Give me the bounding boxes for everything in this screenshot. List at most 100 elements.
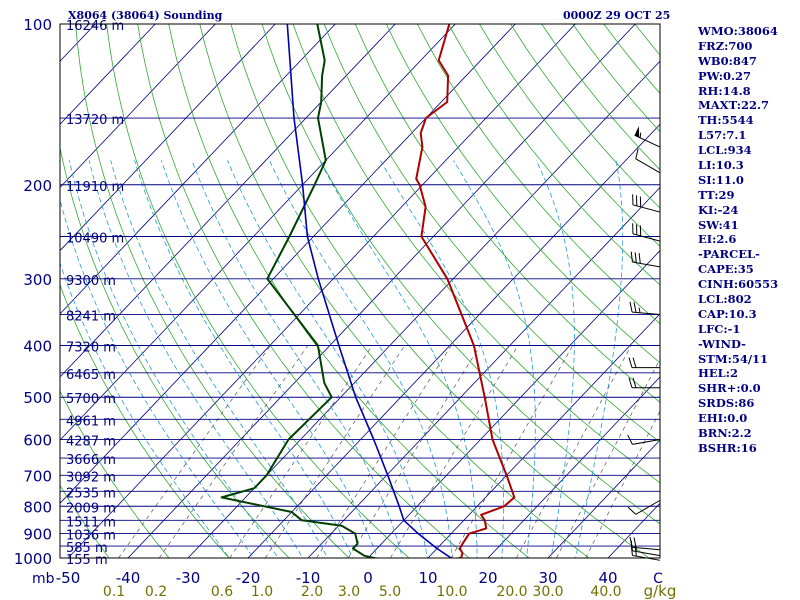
height-label: 10490 m	[66, 231, 124, 246]
wind-barb-feather	[633, 302, 637, 313]
dry-adiabat-line	[230, 24, 650, 558]
wind-barb	[627, 499, 661, 515]
stat-item: -WIND-	[698, 336, 746, 351]
mixing-ratio-line	[264, 345, 405, 558]
wind-barb-feather	[627, 434, 633, 445]
mixing-ratio-tick-label: 40.0	[590, 584, 621, 600]
mixing-ratio-tick-label: 20.0	[496, 584, 527, 600]
height-label: 585 m	[66, 541, 108, 556]
stat-item: STM:54/11	[698, 351, 769, 366]
stat-item: LI:10.3	[698, 158, 744, 173]
isotherm-line	[60, 24, 216, 189]
height-label: 2009 m	[66, 501, 116, 516]
isotherm-line	[487, 376, 660, 558]
pressure-tick-label: 1000	[14, 550, 52, 568]
stat-item: KI:-24	[698, 202, 739, 217]
dry-adiabat-line	[60, 390, 170, 558]
wind-barb-staff	[632, 550, 661, 557]
wind-barb-half-feather	[638, 307, 641, 313]
temperature-tick-label: 0	[363, 569, 373, 587]
height-label: 3666 m	[66, 453, 116, 468]
height-label: 5700 m	[66, 392, 116, 407]
parcel-line	[286, 24, 453, 558]
wind-barb-staff	[635, 158, 661, 174]
stat-item: CAPE:35	[698, 262, 754, 277]
stat-item: LFC:-1	[698, 321, 741, 336]
height-label: 7320 m	[66, 341, 116, 356]
isotherm-line	[60, 24, 336, 315]
mixing-ratio-tick-label: 10.0	[436, 584, 467, 600]
height-label: 9300 m	[66, 274, 116, 289]
wind-barb-staff	[632, 261, 661, 268]
height-label: 4287 m	[66, 435, 116, 450]
isobar-lines	[60, 23, 660, 559]
stat-item: EI:2.6	[698, 232, 737, 247]
temperature-tick-label: -10	[296, 569, 321, 587]
moist-adiabat-line	[88, 160, 304, 558]
wind-barb-staff	[632, 311, 661, 316]
wind-barb	[632, 223, 661, 242]
isotherm-lines	[60, 24, 660, 558]
mixing-ratio-line	[316, 345, 452, 558]
stat-item: PW:0.27	[698, 68, 752, 83]
mixing-ratio-tick-label: 1.0	[251, 584, 273, 600]
wind-barb	[632, 194, 661, 213]
isotherm-line	[60, 24, 456, 441]
wind-barb-feather	[627, 506, 637, 515]
wind-barb-feather	[630, 251, 633, 263]
mixing-ratio-tick-label: 0.1	[103, 584, 125, 600]
moist-adiabat-line	[535, 160, 575, 558]
wind-barb-staff	[632, 546, 661, 551]
mixing-ratio-tick-label: 2.0	[301, 584, 323, 600]
sounding-traces	[220, 24, 516, 558]
stat-item: CAP:10.3	[698, 306, 757, 321]
wind-barb-feather	[629, 536, 633, 548]
pressure-tick-label: 100	[23, 16, 52, 34]
temperature-tick-label: -50	[56, 569, 81, 587]
moist-adiabat-line	[60, 262, 230, 558]
moist-adiabat-line	[575, 160, 624, 558]
pressure-tick-label: 900	[23, 526, 52, 544]
temperature-tick-label: 20	[478, 569, 497, 587]
stat-item: RH:14.8	[698, 83, 751, 98]
moist-adiabat-line	[453, 160, 536, 558]
height-label: 1036 m	[66, 529, 116, 544]
moist-adiabat-line	[269, 160, 453, 558]
moist-adiabat-line	[134, 160, 353, 558]
sounding-indices: WMO:38064 FRZ:700 WB0:847 PW:0.27 RH:14.…	[698, 24, 778, 456]
moist-adiabat-lines	[60, 160, 624, 558]
mixing-ratio-line	[158, 345, 309, 558]
stat-item: LCL:934	[698, 143, 752, 158]
stat-item: HEL:2	[698, 366, 738, 381]
stat-item: LCL:802	[698, 292, 752, 307]
temperature-line	[415, 24, 516, 558]
mixing-ratio-line	[229, 345, 373, 558]
stat-item: FRZ:700	[698, 38, 753, 53]
isotherm-line	[60, 24, 156, 125]
height-label: 11910 m	[66, 180, 124, 195]
stat-item: TH:5544	[698, 113, 754, 128]
isotherm-line	[547, 439, 660, 558]
wind-barb-staff	[635, 499, 661, 515]
wind-barb-feather	[633, 537, 637, 548]
isotherm-line	[367, 250, 660, 558]
mixing-ratio-tick-label: 3.0	[338, 584, 360, 600]
temperature-tick-label: 10	[418, 569, 437, 587]
height-label: 1511 m	[66, 515, 116, 530]
pressure-tick-label: 300	[23, 271, 52, 289]
wind-barb-staff	[632, 233, 661, 242]
height-label: 6465 m	[66, 368, 116, 383]
pressure-tick-label: 400	[23, 338, 52, 356]
mixing-ratio-line	[585, 410, 660, 558]
wind-barb	[628, 357, 660, 369]
y-axis-unit: mb	[32, 571, 55, 587]
wind-barb-feather	[632, 377, 637, 388]
stat-item: WB0:847	[698, 53, 757, 68]
wind-barb	[630, 251, 661, 268]
wind-barb-flag	[634, 126, 640, 138]
wind-barb-feather	[638, 252, 641, 264]
station-title: X8064 (38064) Sounding	[68, 9, 223, 22]
wind-barb-half-feather	[639, 132, 642, 138]
